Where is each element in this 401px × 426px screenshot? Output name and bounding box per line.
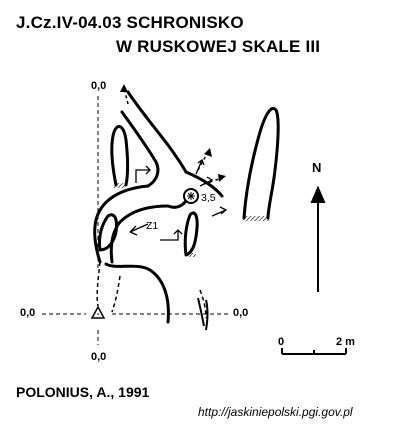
- slope-arrows: [129, 158, 228, 241]
- section-label-right: 0,0: [233, 307, 249, 319]
- dashed-extensions: [96, 261, 207, 319]
- hatch-center: [187, 253, 196, 257]
- author-credit: POLONIUS, A., 1991: [16, 384, 150, 400]
- hatch-right: [243, 216, 269, 221]
- scale-bar: [281, 348, 347, 355]
- section-label-top: 0,0: [91, 80, 107, 92]
- lower-formations: [197, 297, 209, 331]
- entrance-label: Z1: [146, 220, 159, 232]
- section-label-bottom: 0,0: [91, 351, 107, 363]
- north-arrow: [310, 185, 326, 292]
- section-label-left: 0,0: [20, 307, 36, 319]
- scale-start-label: 0: [278, 336, 285, 348]
- north-label: N: [312, 160, 322, 175]
- height-mark-label: 3,5: [201, 192, 216, 204]
- opening-arrowheads: [120, 84, 226, 182]
- hatch-left: [114, 183, 126, 188]
- cave-walls: [93, 90, 280, 324]
- datum-triangle: [90, 305, 106, 319]
- scale-end-label: 2 m: [336, 336, 355, 348]
- source-url: http://jaskiniepolski.pgi.gov.pl: [198, 405, 353, 419]
- section-axis-lines: [42, 96, 228, 345]
- title-line-1: J.Cz.IV-04.03 SCHRONISKO: [16, 13, 244, 32]
- title-line-2: W RUSKOWEJ SKALE III: [116, 37, 321, 56]
